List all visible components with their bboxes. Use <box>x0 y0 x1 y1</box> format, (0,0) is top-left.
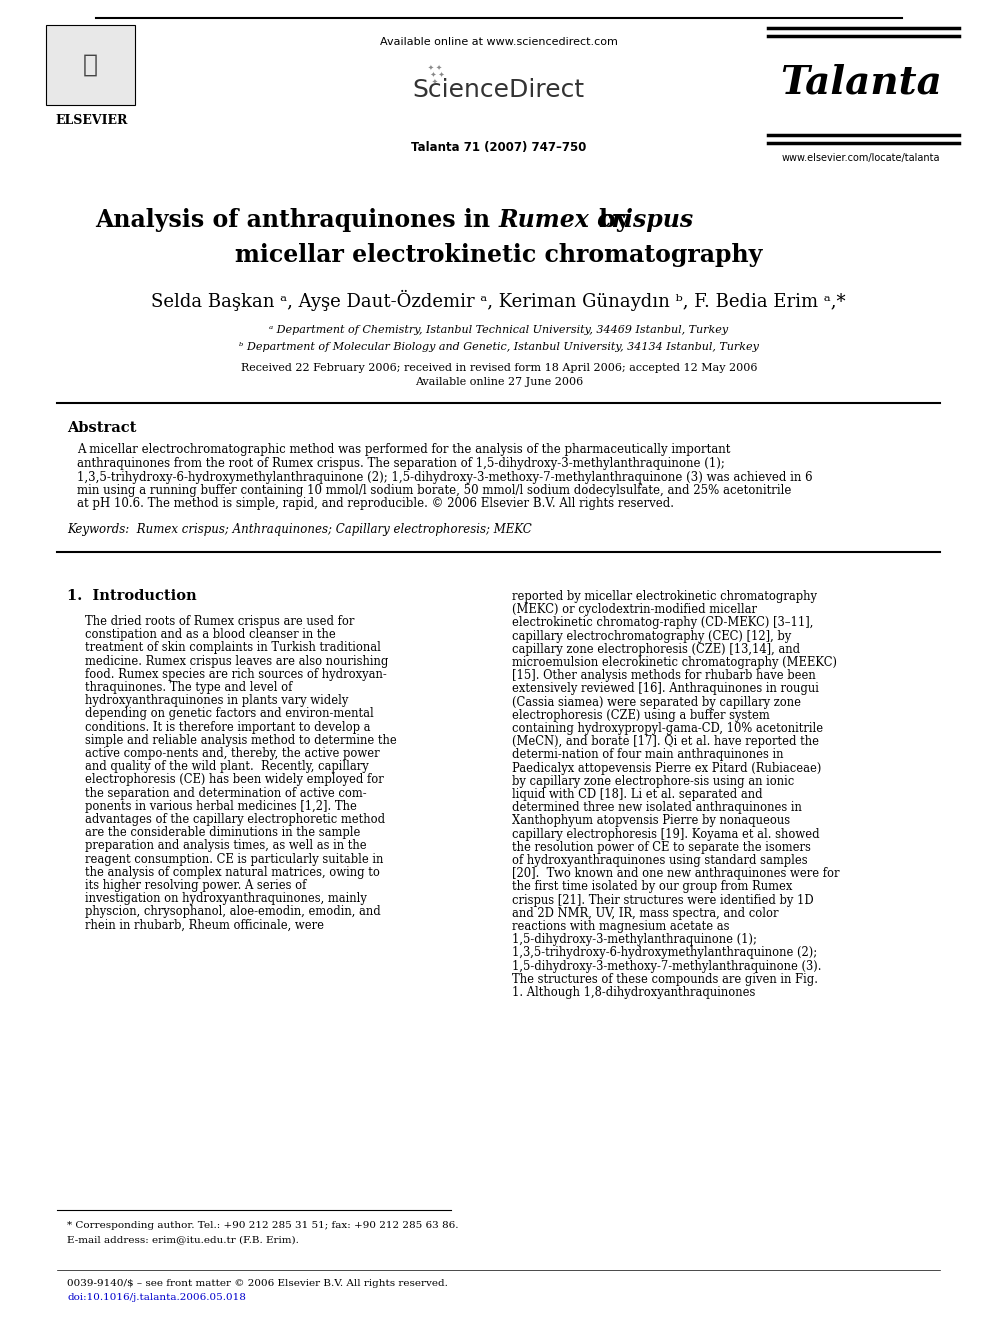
Text: 1. Although 1,8-dihydroxyanthraquinones: 1. Although 1,8-dihydroxyanthraquinones <box>512 986 756 999</box>
Text: Paedicalyx attopevensis Pierre ex Pitard (Rubiaceae): Paedicalyx attopevensis Pierre ex Pitard… <box>512 762 821 774</box>
Text: E-mail address: erim@itu.edu.tr (F.B. Erim).: E-mail address: erim@itu.edu.tr (F.B. Er… <box>67 1236 300 1245</box>
Text: treatment of skin complaints in Turkish traditional: treatment of skin complaints in Turkish … <box>84 642 381 655</box>
Text: ✦ ✦
  ✦ ✦
✦: ✦ ✦ ✦ ✦ ✦ <box>426 65 444 85</box>
Text: ELSEVIER: ELSEVIER <box>56 114 128 127</box>
Text: Talanta 71 (2007) 747–750: Talanta 71 (2007) 747–750 <box>411 142 586 155</box>
Text: the first time isolated by our group from Rumex: the first time isolated by our group fro… <box>512 880 793 893</box>
Text: micellar electrokinetic chromatography: micellar electrokinetic chromatography <box>235 243 763 267</box>
Text: 🌳: 🌳 <box>83 53 98 77</box>
Text: the separation and determination of active com-: the separation and determination of acti… <box>84 787 366 799</box>
Text: determi-nation of four main anthraquinones in: determi-nation of four main anthraquinon… <box>512 749 784 762</box>
Text: Rumex crispus: Rumex crispus <box>499 208 693 232</box>
Text: its higher resolving power. A series of: its higher resolving power. A series of <box>84 878 306 892</box>
Text: electrophoresis (CZE) using a buffer system: electrophoresis (CZE) using a buffer sys… <box>512 709 770 722</box>
Text: by: by <box>590 208 629 232</box>
Text: 1,3,5-trihydroxy-6-hydroxymethylanthraquinone (2);: 1,3,5-trihydroxy-6-hydroxymethylanthraqu… <box>512 946 817 959</box>
Text: capillary zone electrophoresis (CZE) [13,14], and: capillary zone electrophoresis (CZE) [13… <box>512 643 801 656</box>
Text: at pH 10.6. The method is simple, rapid, and reproducible. © 2006 Elsevier B.V. : at pH 10.6. The method is simple, rapid,… <box>77 497 674 511</box>
Text: are the considerable diminutions in the sample: are the considerable diminutions in the … <box>84 826 360 839</box>
Text: preparation and analysis times, as well as in the: preparation and analysis times, as well … <box>84 839 366 852</box>
Text: min using a running buffer containing 10 mmol/l sodium borate, 50 mmol/l sodium : min using a running buffer containing 10… <box>77 484 792 497</box>
Text: [20].  Two known and one new anthraquinones were for: [20]. Two known and one new anthraquinon… <box>512 867 840 880</box>
Text: simple and reliable analysis method to determine the: simple and reliable analysis method to d… <box>84 734 397 746</box>
Text: rhein in rhubarb, Rheum officinale, were: rhein in rhubarb, Rheum officinale, were <box>84 918 323 931</box>
Text: 0039-9140/$ – see front matter © 2006 Elsevier B.V. All rights reserved.: 0039-9140/$ – see front matter © 2006 El… <box>67 1278 448 1287</box>
Text: Xanthophyum atopvensis Pierre by nonaqueous: Xanthophyum atopvensis Pierre by nonaque… <box>512 815 791 827</box>
Text: and quality of the wild plant.  Recently, capillary: and quality of the wild plant. Recently,… <box>84 761 368 773</box>
Text: doi:10.1016/j.talanta.2006.05.018: doi:10.1016/j.talanta.2006.05.018 <box>67 1293 246 1302</box>
Text: advantages of the capillary electrophoretic method: advantages of the capillary electrophore… <box>84 814 385 826</box>
Text: 1,5-dihydroxy-3-methoxy-7-methylanthraquinone (3).: 1,5-dihydroxy-3-methoxy-7-methylanthraqu… <box>512 959 821 972</box>
Text: investigation on hydroxyanthraquinones, mainly: investigation on hydroxyanthraquinones, … <box>84 892 366 905</box>
Text: capillary electrophoresis [19]. Koyama et al. showed: capillary electrophoresis [19]. Koyama e… <box>512 828 820 840</box>
FancyBboxPatch shape <box>46 25 135 105</box>
Text: Analysis of anthraquinones in: Analysis of anthraquinones in <box>95 208 499 232</box>
Text: (MEKC) or cyclodextrin-modified micellar: (MEKC) or cyclodextrin-modified micellar <box>512 603 757 617</box>
Text: anthraquinones from the root of Rumex crispus. The separation of 1,5-dihydroxy-3: anthraquinones from the root of Rumex cr… <box>77 456 725 470</box>
Text: Abstract: Abstract <box>67 421 137 435</box>
Text: reactions with magnesium acetate as: reactions with magnesium acetate as <box>512 919 730 933</box>
Text: hydroxyanthraquinones in plants vary widely: hydroxyanthraquinones in plants vary wid… <box>84 695 348 708</box>
Text: the analysis of complex natural matrices, owing to: the analysis of complex natural matrices… <box>84 865 380 878</box>
Text: [15]. Other analysis methods for rhubarb have been: [15]. Other analysis methods for rhubarb… <box>512 669 816 683</box>
Text: depending on genetic factors and environ-mental: depending on genetic factors and environ… <box>84 708 373 721</box>
Text: food. Rumex species are rich sources of hydroxyan-: food. Rumex species are rich sources of … <box>84 668 387 681</box>
Text: Available online at www.sciencedirect.com: Available online at www.sciencedirect.co… <box>380 37 618 48</box>
Text: electrokinetic chromatog-raphy (CD-MEKC) [3–11],: electrokinetic chromatog-raphy (CD-MEKC)… <box>512 617 813 630</box>
Text: containing hydroxypropyl-gama-CD, 10% acetonitrile: containing hydroxypropyl-gama-CD, 10% ac… <box>512 722 823 736</box>
Text: Available online 27 June 2006: Available online 27 June 2006 <box>415 377 583 388</box>
Text: 1.  Introduction: 1. Introduction <box>67 590 196 603</box>
Text: ᵇ Department of Molecular Biology and Genetic, Istanbul University, 34134 Istanb: ᵇ Department of Molecular Biology and Ge… <box>239 343 759 352</box>
Text: Keywords:  Rumex crispus; Anthraquinones; Capillary electrophoresis; MEKC: Keywords: Rumex crispus; Anthraquinones;… <box>67 523 532 536</box>
Text: www.elsevier.com/locate/talanta: www.elsevier.com/locate/talanta <box>782 153 939 163</box>
Text: Selda Başkan ᵃ, Ayşe Daut-Özdemir ᵃ, Keriman Günaydın ᵇ, F. Bedia Erim ᵃ,*: Selda Başkan ᵃ, Ayşe Daut-Özdemir ᵃ, Ker… <box>152 290 846 311</box>
Text: Talanta: Talanta <box>780 64 941 101</box>
Text: The structures of these compounds are given in Fig.: The structures of these compounds are gi… <box>512 972 818 986</box>
Text: capillary electrochromatography (CEC) [12], by: capillary electrochromatography (CEC) [1… <box>512 630 792 643</box>
Text: The dried roots of Rumex crispus are used for: The dried roots of Rumex crispus are use… <box>84 615 354 628</box>
Text: ScienceDirect: ScienceDirect <box>413 78 585 102</box>
Text: active compo-nents and, thereby, the active power: active compo-nents and, thereby, the act… <box>84 747 379 759</box>
Text: of hydroxyanthraquinones using standard samples: of hydroxyanthraquinones using standard … <box>512 855 807 867</box>
Text: Received 22 February 2006; received in revised form 18 April 2006; accepted 12 M: Received 22 February 2006; received in r… <box>240 363 757 373</box>
Text: microemulsion elecrokinetic chromatography (MEEKC): microemulsion elecrokinetic chromatograp… <box>512 656 837 669</box>
Text: physcion, chrysophanol, aloe-emodin, emodin, and: physcion, chrysophanol, aloe-emodin, emo… <box>84 905 380 918</box>
Text: reagent consumption. CE is particularly suitable in: reagent consumption. CE is particularly … <box>84 852 383 865</box>
Text: * Corresponding author. Tel.: +90 212 285 31 51; fax: +90 212 285 63 86.: * Corresponding author. Tel.: +90 212 28… <box>67 1221 458 1229</box>
Text: by capillary zone electrophore-sis using an ionic: by capillary zone electrophore-sis using… <box>512 775 795 787</box>
Text: (MeCN), and borate [17]. Qi et al. have reported the: (MeCN), and borate [17]. Qi et al. have … <box>512 736 819 749</box>
Text: conditions. It is therefore important to develop a: conditions. It is therefore important to… <box>84 721 370 733</box>
Text: thraquinones. The type and level of: thraquinones. The type and level of <box>84 681 292 695</box>
Text: constipation and as a blood cleanser in the: constipation and as a blood cleanser in … <box>84 628 335 642</box>
Text: crispus [21]. Their structures were identified by 1D: crispus [21]. Their structures were iden… <box>512 893 813 906</box>
Text: liquid with CD [18]. Li et al. separated and: liquid with CD [18]. Li et al. separated… <box>512 789 763 800</box>
Text: electrophoresis (CE) has been widely employed for: electrophoresis (CE) has been widely emp… <box>84 774 383 786</box>
Text: reported by micellar electrokinetic chromatography: reported by micellar electrokinetic chro… <box>512 590 817 603</box>
Text: and 2D NMR, UV, IR, mass spectra, and color: and 2D NMR, UV, IR, mass spectra, and co… <box>512 906 779 919</box>
Text: determined three new isolated anthraquinones in: determined three new isolated anthraquin… <box>512 802 803 814</box>
Text: 1,3,5-trihydroxy-6-hydroxymethylanthraquinone (2); 1,5-dihydroxy-3-methoxy-7-met: 1,3,5-trihydroxy-6-hydroxymethylanthraqu… <box>77 471 812 483</box>
Text: ᵃ Department of Chemistry, Istanbul Technical University, 34469 Istanbul, Turkey: ᵃ Department of Chemistry, Istanbul Tech… <box>269 325 728 335</box>
Text: the resolution power of CE to separate the isomers: the resolution power of CE to separate t… <box>512 841 811 853</box>
Text: medicine. Rumex crispus leaves are also nourishing: medicine. Rumex crispus leaves are also … <box>84 655 388 668</box>
Text: A micellar electrochromatographic method was performed for the analysis of the p: A micellar electrochromatographic method… <box>77 443 730 456</box>
Text: (Cassia siamea) were separated by capillary zone: (Cassia siamea) were separated by capill… <box>512 696 802 709</box>
Text: ponents in various herbal medicines [1,2]. The: ponents in various herbal medicines [1,2… <box>84 800 356 812</box>
Text: extensively reviewed [16]. Anthraquinones in rougui: extensively reviewed [16]. Anthraquinone… <box>512 683 819 696</box>
Text: 1,5-dihydroxy-3-methylanthraquinone (1);: 1,5-dihydroxy-3-methylanthraquinone (1); <box>512 933 757 946</box>
